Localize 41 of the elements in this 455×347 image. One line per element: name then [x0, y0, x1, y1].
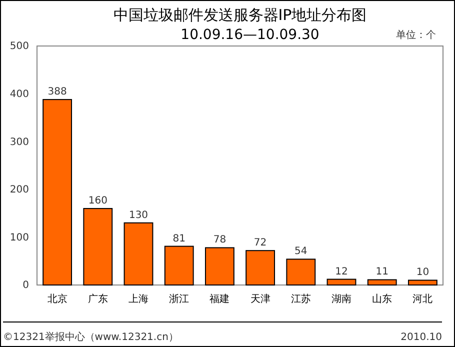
data-label: 72 [254, 238, 267, 249]
x-tick-label: 天津 [250, 293, 270, 306]
bar [42, 99, 72, 286]
x-tick-label: 山东 [372, 293, 392, 306]
x-tick-label: 浙江 [169, 293, 190, 306]
bar [408, 280, 438, 286]
data-label: 81 [172, 233, 186, 244]
x-tick-label: 湖南 [332, 293, 352, 306]
data-label: 12 [335, 266, 348, 278]
y-tick-label: 0 [22, 280, 29, 292]
y-axis-title: 单位：个 [396, 29, 436, 41]
data-label: 54 [294, 246, 308, 258]
chart-subtitle: 10.09.16—10.09.30 [180, 27, 320, 43]
data-label: 78 [213, 234, 226, 246]
y-tick-label: 300 [10, 136, 29, 148]
bar [367, 279, 397, 286]
bar [326, 278, 356, 286]
text: ©12321举报中心（www.12321.cn） [3, 331, 178, 343]
data-label: 11 [376, 266, 388, 278]
data-label: 388 [48, 86, 67, 98]
y-tick-label: 200 [10, 184, 29, 196]
y-tick-label: 100 [10, 232, 29, 244]
data-label: 10 [416, 267, 430, 278]
bar [286, 258, 316, 286]
bar [83, 208, 113, 286]
x-tick-label: 北京 [47, 293, 68, 306]
data-label: 130 [128, 210, 148, 221]
x-tick-label: 河北 [412, 293, 433, 306]
chart-title: 中国垃圾邮件发送服务器IP地址分布图 [113, 6, 367, 24]
text: 2010.10 [400, 332, 442, 343]
y-tick-label: 400 [10, 89, 29, 100]
x-tick-label: 上海 [128, 293, 148, 306]
bar [246, 250, 276, 286]
y-tick-label: 500 [10, 41, 29, 52]
bar [204, 247, 234, 286]
x-tick-label: 福建 [210, 293, 230, 306]
bar [164, 246, 194, 286]
x-tick-label: 广东 [88, 293, 108, 306]
data-label: 160 [88, 196, 108, 207]
bar [124, 222, 154, 286]
x-tick-label: 江苏 [290, 293, 311, 306]
